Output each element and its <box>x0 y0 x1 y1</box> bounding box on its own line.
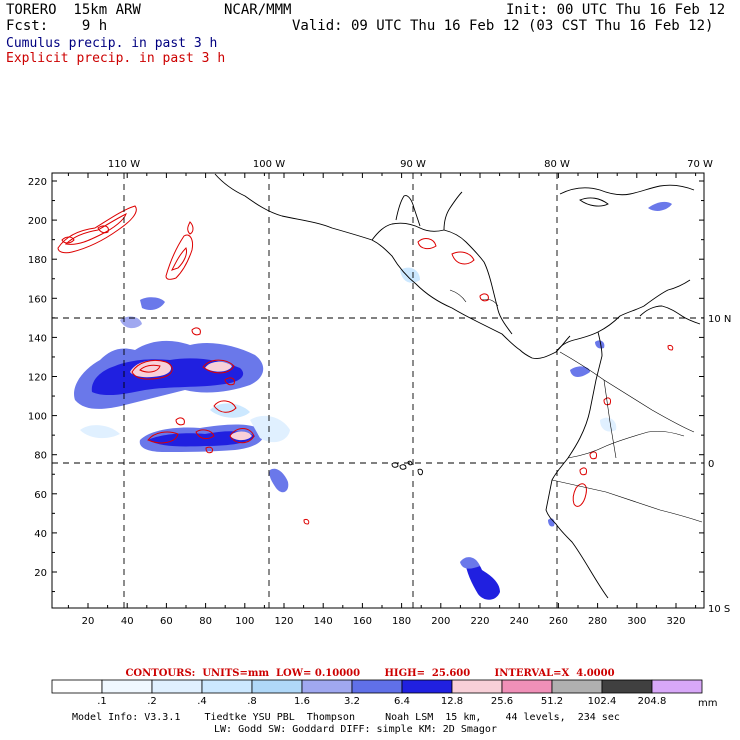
field-explicit-label: Explicit precip. in past 3 h <box>6 51 226 66</box>
longitude-label: 80 W <box>544 159 570 170</box>
x-tick-label: 240 <box>510 616 529 627</box>
model-info: Model Info: V3.3.1 Tiedtke YSU PBL Thomp… <box>72 712 620 723</box>
x-tick-label: 20 <box>82 616 95 627</box>
y-tick-label: 120 <box>28 373 47 384</box>
longitude-labels: 110 W 100 W 90 W 80 W 70 W <box>108 159 713 170</box>
colorbar-unit: mm <box>698 698 717 709</box>
country-borders <box>449 289 703 523</box>
forecast-hour: Fcst: 9 h <box>6 18 108 34</box>
precip-layer <box>52 173 704 608</box>
physics-info: LW: Godd SW: Goddard DIFF: simple KM: 2D… <box>214 724 497 735</box>
colorbar-swatch <box>501 679 553 694</box>
field-cumulus-label: Cumulus precip. in past 3 h <box>6 36 218 51</box>
colorbar-label: 204.8 <box>638 696 667 707</box>
x-axis-labels: 20 40 60 80 100 120 140 160 180 200 220 240 260 280 30… <box>82 616 686 627</box>
colorbar-swatch <box>551 679 603 694</box>
colorbar-label: 102.4 <box>588 696 617 707</box>
x-tick-label: 140 <box>314 616 333 627</box>
latitude-label: 10 N <box>708 314 731 325</box>
colorbar-swatch <box>251 679 303 694</box>
colorbar-label: 51.2 <box>541 696 563 707</box>
cumulus-precip-shading <box>74 201 672 600</box>
x-tick-label: 200 <box>431 616 450 627</box>
x-tick-label: 300 <box>627 616 646 627</box>
colorbar-label: .8 <box>247 696 257 707</box>
longitude-label: 110 W <box>108 159 140 170</box>
y-tick-label: 160 <box>28 294 47 305</box>
map-frame <box>51 172 705 609</box>
valid-time: Valid: 09 UTC Thu 16 Feb 12 (03 CST Thu … <box>292 18 714 34</box>
y-tick-label: 60 <box>34 490 47 501</box>
colorbar-label: .2 <box>147 696 157 707</box>
y-tick-label: 40 <box>34 529 47 540</box>
x-tick-label: 260 <box>549 616 568 627</box>
init-time: Init: 00 UTC Thu 16 Feb 12 <box>506 2 726 18</box>
colorbar-label: .1 <box>97 696 107 707</box>
y-tick-label: 140 <box>28 333 47 344</box>
y-tick-label: 200 <box>28 216 47 227</box>
colorbar <box>51 679 703 694</box>
longitude-label: 70 W <box>687 159 713 170</box>
colorbar-label: 6.4 <box>394 696 410 707</box>
org-label: NCAR/MMM <box>224 2 292 18</box>
x-tick-label: 40 <box>121 616 134 627</box>
colorbar-swatch <box>201 679 253 694</box>
x-tick-label: 120 <box>274 616 293 627</box>
colorbar-label: 3.2 <box>344 696 360 707</box>
model-title: TORERO 15km ARW <box>6 2 141 18</box>
y-tick-label: 20 <box>34 568 47 579</box>
colorbar-swatch <box>51 679 103 694</box>
axis-ticks <box>52 173 704 608</box>
colorbar-label: .4 <box>197 696 207 707</box>
x-tick-label: 80 <box>199 616 212 627</box>
colorbar-swatch <box>151 679 203 694</box>
x-tick-label: 180 <box>392 616 411 627</box>
lat-lon-grid <box>52 173 704 608</box>
colorbar-swatch <box>651 679 703 694</box>
latitude-label: 10 S <box>708 604 730 615</box>
colorbar-swatch <box>451 679 503 694</box>
x-tick-label: 160 <box>353 616 372 627</box>
colorbar-swatch <box>301 679 353 694</box>
colorbar-swatch <box>601 679 653 694</box>
x-tick-label: 60 <box>160 616 173 627</box>
x-tick-label: 220 <box>470 616 489 627</box>
colorbar-swatch <box>351 679 403 694</box>
colorbar-label: 12.8 <box>441 696 463 707</box>
colorbar-label: 25.6 <box>491 696 513 707</box>
colorbar-labels: .1 .2 .4 .8 1.6 3.2 6.4 12.8 25.6 51.2 102.4 204.8 <box>97 696 666 707</box>
colorbar-swatch <box>401 679 453 694</box>
y-tick-label: 220 <box>28 177 47 188</box>
y-tick-label: 180 <box>28 255 47 266</box>
x-tick-label: 100 <box>235 616 254 627</box>
y-axis-labels: 20 40 60 80 100 120 140 160 180 200 220 <box>28 177 47 579</box>
x-tick-label: 280 <box>588 616 607 627</box>
latitude-labels: 10 N 0 10 S <box>708 314 731 615</box>
latitude-label: 0 <box>708 459 714 470</box>
longitude-label: 90 W <box>400 159 426 170</box>
colorbar-swatch <box>101 679 153 694</box>
coastlines <box>214 173 701 599</box>
colorbar-label: 1.6 <box>294 696 310 707</box>
contour-info: CONTOURS: UNITS=mm LOW= 0.10000 HIGH= 25… <box>125 668 615 679</box>
longitude-label: 100 W <box>253 159 285 170</box>
x-tick-label: 320 <box>666 616 685 627</box>
y-tick-label: 80 <box>34 451 47 462</box>
y-tick-label: 100 <box>28 412 47 423</box>
explicit-precip-contours <box>57 205 674 525</box>
